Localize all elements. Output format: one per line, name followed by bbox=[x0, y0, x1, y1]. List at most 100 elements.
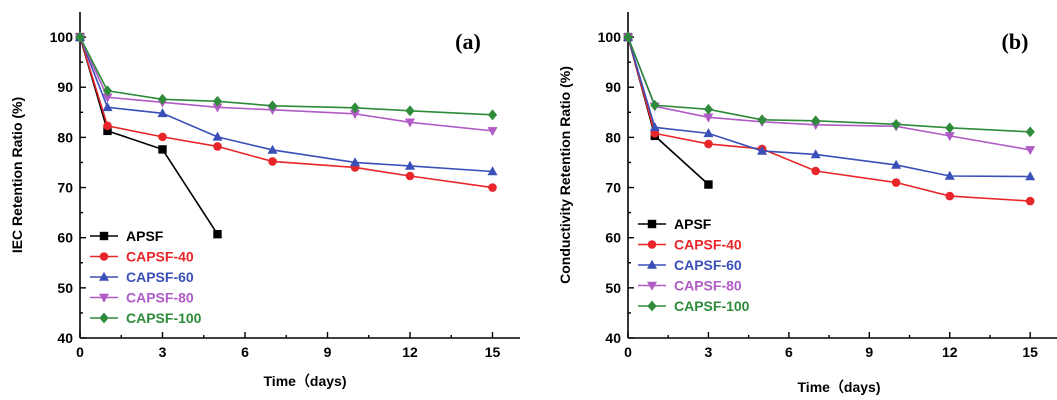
series-line bbox=[627, 36, 1031, 151]
data-point bbox=[405, 160, 415, 170]
legend-item: CAPSF-80 bbox=[638, 278, 742, 294]
legend-label: CAPSF-60 bbox=[674, 257, 742, 273]
legend-label: APSF bbox=[674, 216, 712, 232]
data-point bbox=[757, 145, 768, 155]
data-point bbox=[350, 157, 360, 167]
series-apsf bbox=[75, 32, 222, 239]
series-apsf bbox=[623, 32, 713, 189]
x-tick-label: 15 bbox=[485, 344, 501, 360]
panel-label: (a) bbox=[455, 29, 481, 54]
y-tick-label: 100 bbox=[598, 29, 622, 45]
data-point bbox=[1025, 126, 1035, 138]
series-capsf-60 bbox=[75, 31, 498, 176]
data-point bbox=[213, 142, 222, 151]
data-point bbox=[1025, 171, 1036, 181]
y-tick-label: 90 bbox=[605, 79, 621, 95]
legend-item: CAPSF-80 bbox=[90, 290, 194, 306]
y-tick-label: 40 bbox=[605, 330, 621, 346]
series-capsf-40 bbox=[623, 32, 1035, 206]
y-axis-title: Conductivity Retention Ratio (%) bbox=[557, 66, 573, 284]
series-line bbox=[79, 36, 493, 173]
data-point bbox=[268, 157, 277, 166]
y-tick-label: 60 bbox=[605, 230, 621, 246]
data-point bbox=[944, 132, 955, 142]
series-capsf-60 bbox=[623, 31, 1036, 181]
legend-marker bbox=[647, 281, 657, 291]
legend-marker bbox=[647, 259, 657, 269]
series-line bbox=[627, 36, 709, 186]
y-tick-label: 100 bbox=[50, 29, 74, 45]
x-tick-label: 12 bbox=[402, 344, 418, 360]
data-point bbox=[811, 166, 820, 176]
x-tick-label: 9 bbox=[324, 344, 332, 360]
data-point bbox=[650, 129, 660, 138]
x-axis-title: Time（days) bbox=[264, 373, 347, 389]
data-point bbox=[213, 229, 222, 239]
data-point bbox=[102, 93, 113, 103]
x-tick-label: 6 bbox=[241, 344, 249, 360]
legend-marker bbox=[647, 300, 657, 312]
series-capsf-100 bbox=[75, 31, 498, 121]
data-point bbox=[945, 191, 955, 201]
chart-panel-b: 0 3 6 9 12 15 40 50 60 70 80 90 100 Time（days) Conduct… bbox=[557, 12, 1057, 395]
series-line bbox=[79, 36, 493, 189]
data-point bbox=[157, 108, 168, 118]
y-axis-title: IEC Retention Ratio (%) bbox=[9, 97, 25, 253]
data-point bbox=[157, 93, 168, 105]
y-tick-label: 80 bbox=[605, 129, 621, 145]
legend-item: CAPSF-60 bbox=[638, 257, 742, 273]
data-point bbox=[405, 105, 415, 117]
data-point bbox=[944, 170, 955, 180]
legend-item: APSF bbox=[638, 216, 712, 232]
x-tick-label: 3 bbox=[705, 344, 713, 360]
x-tick-label: 0 bbox=[76, 344, 84, 360]
data-point bbox=[891, 159, 902, 169]
data-point bbox=[649, 122, 660, 132]
y-tick-label: 90 bbox=[57, 79, 73, 95]
series-line bbox=[79, 36, 219, 235]
legend-label: CAPSF-100 bbox=[674, 298, 750, 314]
data-point bbox=[811, 115, 821, 127]
series-line bbox=[627, 36, 1031, 133]
data-point bbox=[350, 110, 360, 120]
legend-item: CAPSF-40 bbox=[90, 249, 194, 265]
y-tick-label: 70 bbox=[605, 180, 621, 196]
data-point bbox=[350, 102, 360, 114]
y-tick-label: 70 bbox=[57, 180, 73, 196]
legend-marker bbox=[99, 271, 109, 281]
data-point bbox=[623, 31, 633, 43]
chart-panel-a: 0 3 6 9 12 15 40 50 60 70 80 90 100 Time（days) IEC Ret… bbox=[9, 12, 520, 389]
data-point bbox=[488, 183, 497, 192]
legend-marker bbox=[99, 231, 109, 241]
legend: APSF CAPSF-40 CAPSF-60 CAPSF-80 CAPSF-100 bbox=[90, 228, 202, 326]
data-point bbox=[891, 118, 901, 130]
data-point bbox=[703, 103, 714, 115]
legend-marker bbox=[647, 240, 657, 249]
series-line bbox=[627, 36, 1031, 178]
x-axis-title: Time（days) bbox=[798, 379, 881, 395]
series-capsf-80 bbox=[623, 33, 1036, 156]
data-point bbox=[487, 127, 498, 137]
series-line bbox=[627, 36, 1031, 202]
legend-label: CAPSF-40 bbox=[126, 249, 194, 265]
data-point bbox=[810, 149, 821, 159]
data-point bbox=[212, 103, 223, 113]
data-point bbox=[103, 121, 112, 131]
data-point bbox=[267, 144, 278, 154]
data-point bbox=[267, 100, 278, 112]
y-tick-label: 50 bbox=[57, 280, 73, 296]
y-tick-label: 80 bbox=[57, 129, 73, 145]
data-point bbox=[102, 85, 113, 97]
data-point bbox=[704, 139, 713, 149]
series-capsf-100 bbox=[623, 31, 1035, 138]
data-point bbox=[487, 109, 498, 121]
legend-label: CAPSF-80 bbox=[126, 290, 194, 306]
legend-label: CAPSF-80 bbox=[674, 278, 742, 294]
legend-label: CAPSF-40 bbox=[674, 237, 742, 253]
series-capsf-80 bbox=[75, 33, 498, 137]
x-tick-label: 15 bbox=[1022, 344, 1038, 360]
data-point bbox=[75, 31, 85, 43]
data-point bbox=[650, 99, 660, 111]
x-tick-label: 3 bbox=[159, 344, 167, 360]
